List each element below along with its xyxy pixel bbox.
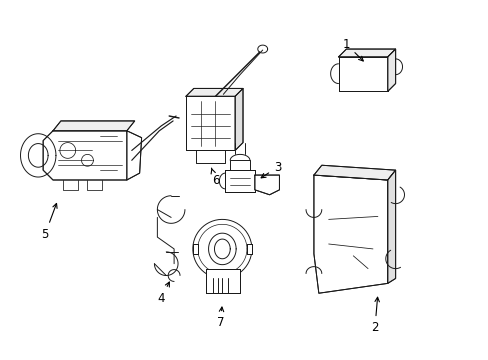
Polygon shape — [313, 165, 395, 180]
Polygon shape — [338, 49, 395, 57]
Text: 2: 2 — [370, 297, 379, 334]
Polygon shape — [185, 89, 243, 96]
Text: 6: 6 — [211, 168, 219, 186]
Polygon shape — [235, 89, 243, 150]
Polygon shape — [246, 244, 251, 254]
Polygon shape — [254, 175, 279, 195]
Polygon shape — [126, 131, 142, 180]
Polygon shape — [313, 175, 387, 293]
Text: 5: 5 — [41, 203, 57, 240]
Polygon shape — [387, 170, 395, 283]
Text: 4: 4 — [157, 282, 169, 305]
Text: 3: 3 — [261, 161, 281, 178]
Polygon shape — [43, 131, 131, 180]
Polygon shape — [338, 57, 387, 91]
Polygon shape — [225, 170, 254, 192]
Polygon shape — [387, 49, 395, 91]
Text: 1: 1 — [342, 38, 363, 61]
Polygon shape — [205, 269, 240, 293]
Text: 7: 7 — [216, 307, 224, 329]
Polygon shape — [185, 96, 235, 150]
Polygon shape — [53, 121, 135, 131]
Polygon shape — [192, 244, 197, 254]
